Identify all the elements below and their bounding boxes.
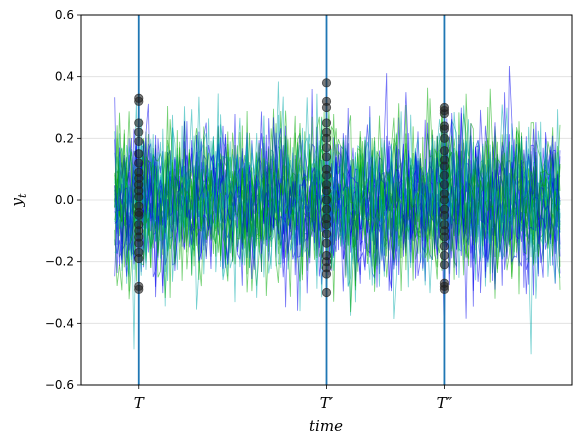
series-line bbox=[114, 105, 561, 303]
sample-point bbox=[439, 109, 450, 119]
x-tick-label: T″ bbox=[437, 394, 453, 412]
sample-points bbox=[134, 78, 450, 298]
sample-point bbox=[321, 269, 332, 279]
sample-point bbox=[321, 238, 332, 248]
y-axis-label: yt bbox=[8, 193, 29, 207]
series-line bbox=[114, 117, 561, 294]
sample-point bbox=[321, 78, 332, 88]
sample-point bbox=[321, 102, 332, 113]
y-axis-ticks: −0.6 −0.4 −0.2 0.0 0.2 0.4 0.6 bbox=[45, 8, 81, 392]
sample-point bbox=[439, 146, 450, 156]
y-tick-label: 0.2 bbox=[55, 131, 74, 145]
x-tick-label: T′ bbox=[320, 394, 334, 412]
y-tick-label: −0.4 bbox=[45, 316, 74, 330]
sample-point bbox=[321, 142, 332, 153]
sample-point bbox=[321, 152, 332, 162]
x-axis-label: time bbox=[309, 417, 343, 435]
sample-point bbox=[134, 96, 144, 106]
sample-point bbox=[439, 284, 450, 295]
sample-point bbox=[321, 186, 332, 196]
sample-point bbox=[439, 170, 450, 180]
y-tick-label: −0.6 bbox=[45, 378, 74, 392]
sample-point bbox=[134, 192, 144, 202]
series-line bbox=[114, 96, 561, 281]
series-lines bbox=[114, 65, 561, 355]
sample-point bbox=[439, 179, 450, 190]
sample-point bbox=[321, 170, 332, 180]
sample-point bbox=[439, 232, 450, 242]
sample-point bbox=[439, 124, 450, 134]
y-axis-label-subscript: t bbox=[16, 193, 29, 198]
sample-point bbox=[134, 238, 144, 248]
series-line bbox=[114, 87, 561, 315]
sample-point bbox=[439, 161, 450, 171]
y-tick-label: 0.6 bbox=[55, 8, 74, 22]
sample-point bbox=[321, 204, 332, 214]
series-line bbox=[114, 104, 561, 281]
sample-point bbox=[321, 229, 332, 239]
y-tick-label: −0.2 bbox=[45, 255, 74, 269]
x-axis-ticks: T T′ T″ bbox=[134, 385, 453, 412]
x-tick-label: T bbox=[134, 394, 145, 412]
sample-point bbox=[134, 136, 144, 147]
sample-point bbox=[321, 220, 332, 230]
sample-point bbox=[439, 195, 450, 205]
sample-point bbox=[321, 287, 332, 298]
sample-point bbox=[439, 260, 450, 270]
sample-point bbox=[439, 250, 450, 261]
y-tick-label: 0.0 bbox=[55, 193, 74, 207]
sample-point bbox=[321, 118, 332, 128]
sample-point bbox=[321, 195, 332, 205]
sample-point bbox=[134, 127, 144, 137]
sample-point bbox=[134, 253, 144, 264]
sample-point bbox=[134, 149, 144, 159]
sample-point bbox=[134, 118, 144, 128]
sample-point bbox=[134, 210, 144, 221]
sample-point bbox=[134, 284, 144, 295]
sample-point bbox=[439, 210, 450, 221]
y-tick-label: 0.4 bbox=[55, 70, 74, 84]
sample-point bbox=[439, 133, 450, 143]
y-axis-label-main: y bbox=[8, 197, 26, 207]
sample-point bbox=[134, 158, 144, 168]
sample-point bbox=[439, 241, 450, 251]
sample-point bbox=[321, 133, 332, 143]
